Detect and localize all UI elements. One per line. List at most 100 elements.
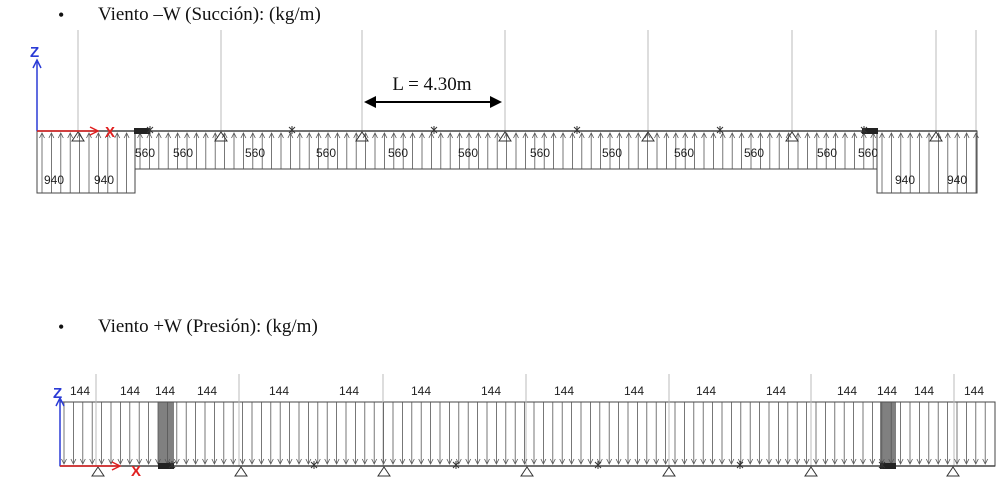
load-arrow-head xyxy=(597,132,604,139)
load-arrow-head xyxy=(521,458,528,465)
node-icon xyxy=(146,126,154,134)
load-arrow-head xyxy=(474,458,481,465)
load-arrow-head xyxy=(104,132,111,139)
load-arrow-head xyxy=(408,458,415,465)
load-arrow-head xyxy=(95,132,102,139)
load-arrow-head xyxy=(588,132,595,139)
load-arrow-head xyxy=(343,132,350,139)
load-arrow-head xyxy=(522,132,529,139)
load-arrow-head xyxy=(672,458,678,465)
load-label: 144 xyxy=(481,384,501,398)
node-icon xyxy=(594,461,602,469)
load-label: 144 xyxy=(914,384,934,398)
load-arrow-head xyxy=(653,458,660,465)
load-arrow-head xyxy=(192,458,199,465)
load-arrow-head xyxy=(757,132,764,139)
load-arrow-head xyxy=(324,458,331,465)
load-arrow-head xyxy=(954,458,960,465)
support-icon xyxy=(946,466,960,477)
load-label: 940 xyxy=(895,173,915,187)
load-arrow-head xyxy=(98,458,105,465)
load-arrow-head xyxy=(897,458,904,465)
support-icon xyxy=(71,131,85,142)
load-arrow-head xyxy=(549,458,556,465)
load-arrow-head xyxy=(625,132,632,139)
load-label: 940 xyxy=(44,173,64,187)
load-arrow-head xyxy=(67,132,74,139)
load-arrow-head xyxy=(174,132,181,139)
load-label: 144 xyxy=(766,384,786,398)
load-arrow-head xyxy=(447,132,454,139)
load-arrow-head xyxy=(79,458,86,465)
load-label: 560 xyxy=(388,146,408,160)
load-arrow-head xyxy=(427,458,434,465)
load-arrow-head xyxy=(748,132,754,139)
load-arrow-head xyxy=(315,132,322,139)
load-label: 144 xyxy=(339,384,359,398)
load-arrow-head xyxy=(202,458,208,465)
load-arrow-head xyxy=(314,458,321,465)
bullet: • xyxy=(58,4,65,25)
load-arrow-head xyxy=(306,132,313,139)
load-arrow-head xyxy=(851,132,858,139)
load-arrow-head xyxy=(352,458,359,465)
load-arrow-head xyxy=(531,458,537,465)
load-arrow-head xyxy=(475,132,482,139)
load-arrow-head xyxy=(916,458,923,465)
load-label: 144 xyxy=(696,384,716,398)
load-arrow-head xyxy=(794,458,801,465)
load-arrow-head xyxy=(587,458,594,465)
load-arrow-head xyxy=(578,132,585,139)
end-member xyxy=(158,402,174,466)
load-arrow-head xyxy=(560,132,566,139)
node-icon xyxy=(452,461,460,469)
load-arrow-head xyxy=(701,132,707,139)
load-label: 560 xyxy=(530,146,550,160)
load-arrow-head xyxy=(963,132,970,139)
load-arrow-head xyxy=(634,458,641,465)
load-label: 144 xyxy=(837,384,857,398)
load-arrow-head xyxy=(325,132,331,139)
support-icon xyxy=(929,131,943,142)
load-arrow-head xyxy=(616,132,623,139)
load-arrow-head xyxy=(287,132,294,139)
load-arrow-head xyxy=(766,458,772,465)
load-arrow-head xyxy=(756,458,763,465)
load-label: 940 xyxy=(94,173,114,187)
load-arrow-head xyxy=(813,132,820,139)
x-axis-label: X xyxy=(131,463,141,480)
load-arrow-head xyxy=(419,132,425,139)
support-icon xyxy=(234,466,248,477)
load-arrow-head xyxy=(494,132,501,139)
load-arrow-head xyxy=(907,132,914,139)
pressure-load-diagram: 144 144 144 144 144 144 144 144 144 144 144 144 144 1… xyxy=(53,374,996,480)
load-arrow-head xyxy=(390,458,396,465)
load-arrow-head xyxy=(925,458,932,465)
load-arrow-head xyxy=(202,132,209,139)
load-arrow-head xyxy=(625,458,631,465)
load-arrow-head xyxy=(926,132,932,139)
load-arrow-head xyxy=(710,132,717,139)
load-arrow-head xyxy=(466,132,472,139)
load-arrow-head xyxy=(795,132,801,139)
load-arrow-head xyxy=(944,132,951,139)
load-arrow-head xyxy=(114,132,121,139)
load-arrow-head xyxy=(465,458,472,465)
load-arrow-head xyxy=(390,132,397,139)
load-arrow-head xyxy=(286,458,293,465)
x-axis-arrow xyxy=(111,461,122,471)
z-axis-arrow xyxy=(55,396,65,407)
load-arrow-head xyxy=(380,458,387,465)
dimension-arrow-left xyxy=(364,96,376,108)
load-arrow-head xyxy=(569,132,576,139)
support-icon xyxy=(662,466,676,477)
load-arrow-head xyxy=(803,458,810,465)
load-arrow-head xyxy=(654,132,660,139)
heading-suction: • Viento –W (Succión): (kg/m) xyxy=(58,4,321,26)
load-arrow-head xyxy=(240,132,247,139)
load-arrow-head xyxy=(57,132,64,139)
load-arrow-head xyxy=(117,458,124,465)
load-arrow-head xyxy=(239,458,246,465)
load-arrow-head xyxy=(690,458,697,465)
load-arrow-head xyxy=(700,458,707,465)
